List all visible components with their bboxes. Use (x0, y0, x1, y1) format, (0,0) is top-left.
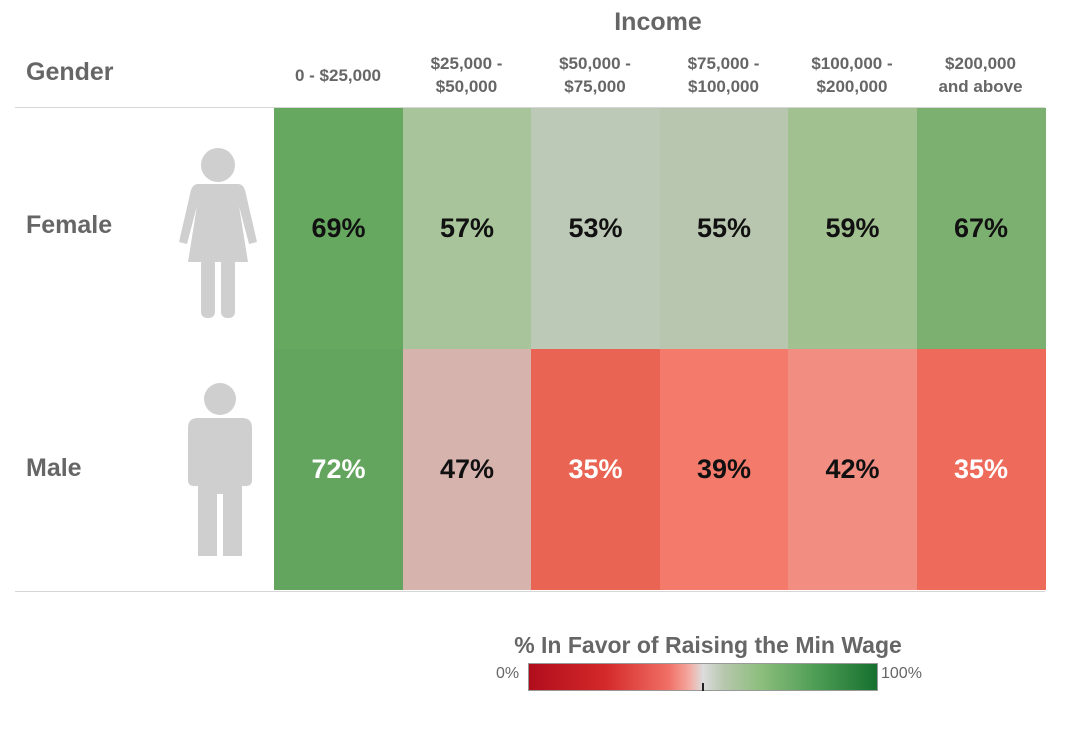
color-scale-midpoint-tick (702, 683, 704, 691)
heatmap-cell-female-1: 57% (402, 108, 532, 349)
top-divider (15, 107, 1045, 108)
heatmap-cell-male-3: 39% (659, 349, 789, 590)
legend-max-label: 100% (881, 665, 922, 682)
row-label-female: Female (26, 211, 113, 239)
female-person-icon (179, 148, 257, 318)
row-label-male: Male (26, 454, 82, 482)
heatmap-cell-male-0: 72% (274, 349, 403, 590)
male-person-icon (188, 383, 252, 556)
heatmap-cell-male-5: 35% (916, 349, 1046, 590)
heatmap-cell-female-0: 69% (274, 108, 403, 349)
heatmap-cell-male-1: 47% (402, 349, 532, 590)
row-dimension-title: Gender (26, 58, 114, 86)
column-header: $50,000 - $75,000 (559, 54, 631, 96)
heatmap-cell-female-3: 55% (659, 108, 789, 349)
heatmap-cell-male-4: 42% (788, 349, 917, 590)
column-header: $75,000 - $100,000 (687, 54, 760, 96)
heatmap-cell-female-4: 59% (788, 108, 917, 349)
heatmap-cell-female-2: 53% (531, 108, 660, 349)
legend-title: % In Favor of Raising the Min Wage (514, 632, 902, 658)
column-header: $200,000 and above (938, 54, 1023, 96)
heatmap-cell-male-2: 35% (531, 349, 660, 590)
bottom-divider (15, 591, 1045, 592)
column-header: $25,000 - $50,000 (430, 54, 503, 96)
column-dimension-title: Income (614, 8, 702, 36)
column-header: 0 - $25,000 (294, 65, 381, 85)
legend-min-label: 0% (496, 665, 520, 682)
column-header: $100,000 - $200,000 (811, 54, 893, 96)
heatmap-cell-female-5: 67% (916, 108, 1046, 349)
